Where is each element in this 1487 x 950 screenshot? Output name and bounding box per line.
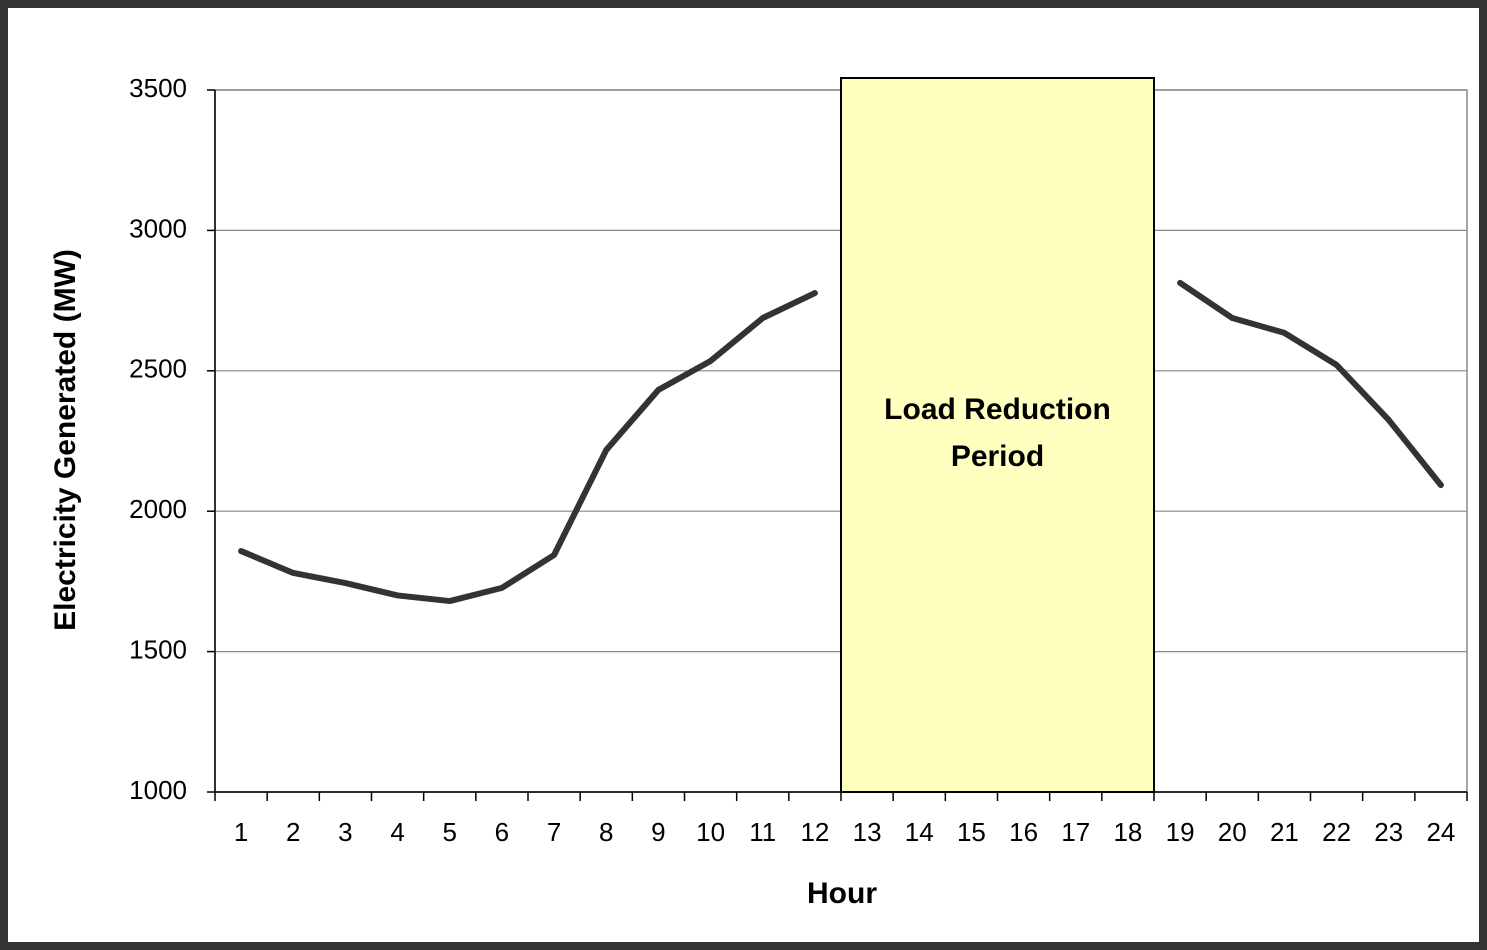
x-tick-label: 19 [1166,817,1195,847]
x-tick-label: 13 [853,817,882,847]
y-tick-label: 3500 [129,73,187,103]
x-tick-label: 4 [390,817,404,847]
x-tick-label: 22 [1322,817,1351,847]
line [1177,279,1444,489]
y-axis-label: Electricity Generated (MW) [49,249,82,631]
x-tick-label: 12 [800,817,829,847]
x-tick-label: 8 [599,817,613,847]
x-tick-label: 21 [1270,817,1299,847]
x-tick-label: 15 [957,817,986,847]
x-tick-label: 9 [651,817,665,847]
x-tick-label: 24 [1426,817,1455,847]
x-tick-label: 11 [749,817,776,847]
line [238,290,818,605]
x-tick-label: 20 [1218,817,1247,847]
x-tick-label: 17 [1061,817,1090,847]
x-tick-label: 5 [443,817,457,847]
highlight-box [840,77,1155,793]
x-tick-label: 3 [338,817,352,847]
x-axis-label: Hour [807,877,877,910]
x-tick-label: 6 [495,817,509,847]
x-tick-label: 14 [905,817,934,847]
x-tick-label: 7 [547,817,561,847]
annotation-text: Load Reduction [884,393,1111,426]
x-tick-label: 18 [1113,817,1142,847]
x-tick-label: 16 [1009,817,1038,847]
x-tick-label: 1 [234,817,248,847]
x-tick-label: 10 [696,817,725,847]
annotation-text: Period [951,440,1044,473]
x-tick-label: 23 [1374,817,1403,847]
x-tick-label: 2 [286,817,300,847]
y-tick-label: 2000 [129,494,187,524]
y-tick-label: 1000 [129,775,187,805]
y-tick-label: 2500 [129,354,187,384]
y-tick-label: 3000 [129,213,187,243]
y-tick-label: 1500 [129,634,187,664]
